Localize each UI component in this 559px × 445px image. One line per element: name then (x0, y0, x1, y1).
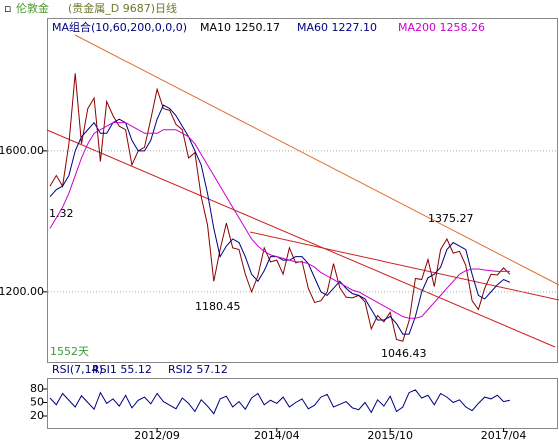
annotation: 1552天 (50, 345, 89, 358)
series-line (49, 73, 511, 342)
annotation: 1180.45 (195, 300, 241, 313)
series-line (49, 104, 511, 335)
legend-title: MA组合(10,60,200,0,0,0) (52, 20, 187, 34)
y-tick-label: 50 (30, 396, 44, 409)
x-tick-label: 2017/04 (481, 429, 527, 442)
indicator-label: MA10 1250.17 (200, 21, 280, 34)
icon: ▫ (4, 2, 11, 15)
rsi-title: RSI(7,14) (52, 363, 103, 376)
indicator-label: MA60 1227.10 (297, 21, 377, 34)
series-line (49, 389, 511, 415)
annotation: 1046.43 (381, 347, 427, 360)
annotation: 1.32 (49, 207, 74, 220)
indicator-label: RSI2 57.12 (168, 363, 228, 376)
indicator-label: RSI1 55.12 (92, 363, 152, 376)
y-tick-label: 1200.00 (0, 285, 44, 298)
y-tick-label: 80 (30, 382, 44, 395)
instrument: (贵金属_D 9687)日线 (68, 1, 177, 15)
trend-line (249, 231, 559, 301)
x-tick-label: 2015/10 (367, 429, 413, 442)
series-line (49, 122, 510, 319)
y-tick-label: 1600.00 (0, 144, 44, 157)
main-frame (47, 18, 558, 363)
indicator-label: MA200 1258.26 (398, 21, 485, 34)
rsi-frame (47, 378, 558, 429)
symbol: 伦敦金 (16, 1, 49, 15)
x-tick-label: 2012/09 (134, 429, 180, 442)
trend-line (74, 34, 559, 286)
annotation: 1375.27 (428, 212, 474, 225)
x-tick-label: 2014/04 (254, 429, 300, 442)
y-tick-label: 20 (30, 409, 44, 422)
